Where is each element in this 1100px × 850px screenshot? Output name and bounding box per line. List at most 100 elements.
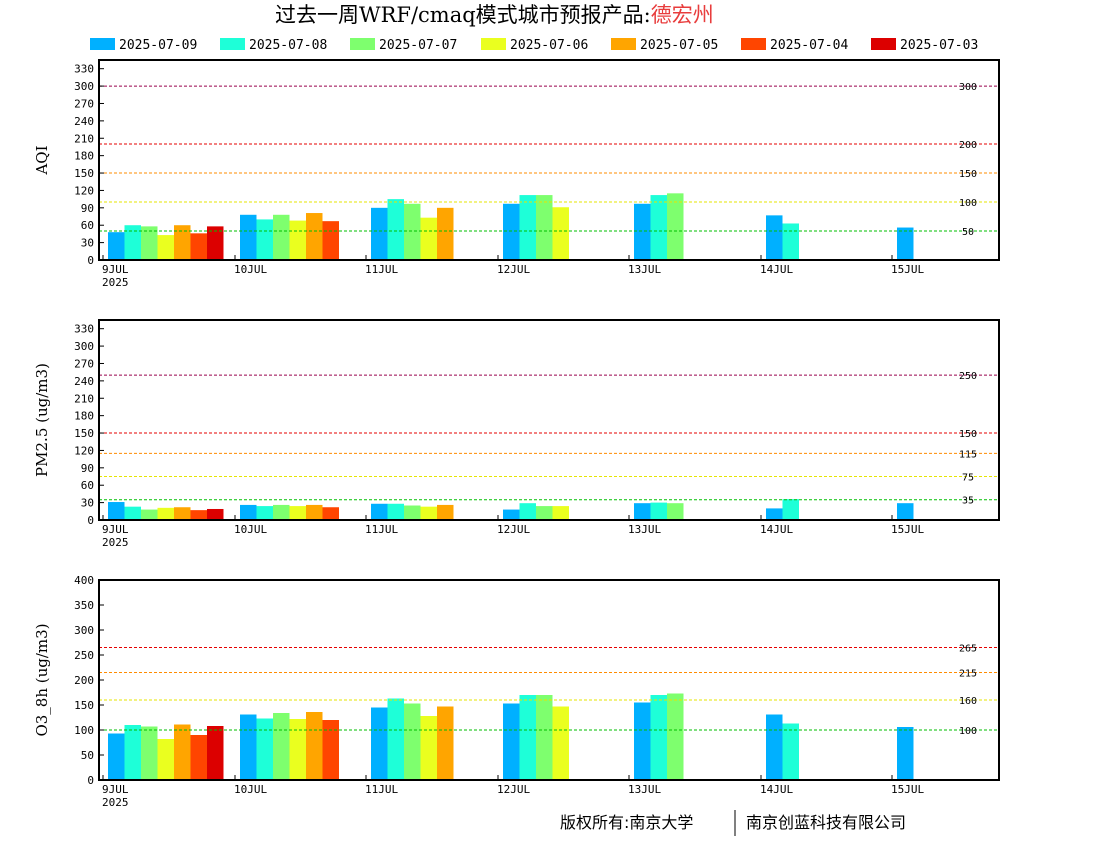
bar	[273, 713, 290, 780]
bar	[634, 503, 651, 520]
x-tick-label: 10JUL	[234, 783, 267, 796]
legend-swatch	[871, 38, 896, 50]
y-axis-label: O3_8h (ug/m3)	[33, 623, 51, 736]
bar	[519, 695, 536, 780]
x-tick-label: 12JUL	[497, 523, 530, 536]
bar	[503, 703, 520, 780]
bar	[437, 207, 454, 260]
y-tick-label: 210	[74, 392, 94, 405]
y-tick-label: 270	[74, 357, 94, 370]
legend-swatch	[350, 38, 375, 50]
bar	[190, 510, 207, 520]
y-tick-label: 300	[74, 80, 94, 93]
x-tick-label: 13JUL	[628, 263, 661, 276]
bar	[256, 506, 273, 520]
legend-swatch	[741, 38, 766, 50]
bar	[371, 503, 388, 520]
bar	[141, 726, 158, 780]
legend-label: 2025-07-03	[900, 38, 978, 53]
y-tick-label: 300	[74, 624, 94, 637]
bar	[108, 232, 125, 260]
y-tick-label: 350	[74, 599, 94, 612]
bar	[437, 504, 454, 520]
y-tick-label: 250	[74, 649, 94, 662]
bar	[190, 735, 207, 780]
bar	[536, 506, 553, 520]
bar	[650, 195, 667, 260]
bar	[552, 706, 569, 780]
legend-label: 2025-07-09	[119, 38, 197, 53]
x-year-label: 2025	[102, 796, 129, 809]
y-tick-label: 120	[74, 444, 94, 457]
y-tick-label: 180	[74, 150, 94, 163]
x-tick-label: 15JUL	[891, 783, 924, 796]
y-tick-label: 240	[74, 115, 94, 128]
bar	[174, 507, 191, 520]
bar	[322, 720, 339, 780]
footer-copyright-left: 版权所有:南京大学	[560, 813, 693, 832]
bar	[174, 225, 191, 260]
bar	[782, 223, 799, 260]
x-tick-label: 12JUL	[497, 783, 530, 796]
bar	[207, 508, 224, 520]
bar	[141, 226, 158, 260]
bar	[404, 505, 421, 520]
bar	[552, 506, 569, 520]
legend-label: 2025-07-07	[379, 38, 457, 53]
y-tick-label: 90	[81, 202, 94, 215]
bar	[420, 716, 437, 780]
bar	[256, 718, 273, 780]
x-tick-label: 9JUL	[102, 523, 129, 536]
bar	[289, 719, 306, 780]
bar	[371, 207, 388, 260]
x-tick-label: 10JUL	[234, 263, 267, 276]
y-tick-label: 270	[74, 97, 94, 110]
bar	[437, 706, 454, 780]
threshold-label: 115	[959, 449, 977, 460]
bar	[782, 723, 799, 780]
bar	[634, 702, 651, 780]
threshold-label: 150	[959, 169, 977, 180]
threshold-label: 75	[962, 473, 974, 484]
x-tick-label: 11JUL	[365, 783, 398, 796]
threshold-label: 35	[962, 496, 974, 507]
y-tick-label: 50	[81, 749, 94, 762]
bar	[536, 695, 553, 780]
y-tick-label: 180	[74, 410, 94, 423]
bar	[667, 693, 684, 780]
x-tick-label: 13JUL	[628, 783, 661, 796]
y-tick-label: 30	[81, 497, 94, 510]
bar	[897, 227, 914, 260]
legend-label: 2025-07-05	[640, 38, 718, 53]
plot-frame	[98, 59, 1000, 261]
y-tick-label: 210	[74, 132, 94, 145]
bar	[404, 203, 421, 260]
y-tick-label: 30	[81, 237, 94, 250]
chart-panel-3: 100 160 215 265 0 50 100 150 200 250 300 350 400 9JUL…	[33, 574, 1000, 809]
bar	[289, 506, 306, 520]
bar	[650, 695, 667, 780]
y-tick-label: 400	[74, 574, 94, 587]
x-tick-label: 11JUL	[365, 263, 398, 276]
y-tick-label: 60	[81, 219, 94, 232]
x-year-label: 2025	[102, 276, 129, 289]
x-year-label: 2025	[102, 536, 129, 549]
bar	[897, 503, 914, 520]
bar	[124, 506, 141, 520]
threshold-label: 160	[959, 696, 977, 707]
x-tick-label: 14JUL	[760, 263, 793, 276]
bar	[256, 219, 273, 260]
bar	[207, 726, 224, 780]
bar	[240, 714, 257, 780]
bar	[420, 217, 437, 260]
bar	[667, 503, 684, 520]
bar	[207, 226, 224, 260]
y-tick-label: 150	[74, 167, 94, 180]
threshold-label: 265	[959, 644, 977, 655]
chart-title-main: 过去一周WRF/cmaq模式城市预报产品:	[275, 3, 651, 27]
y-tick-label: 300	[74, 340, 94, 353]
bar	[766, 215, 783, 260]
footer: 版权所有:南京大学 南京创蓝科技有限公司	[560, 810, 906, 836]
bar	[157, 235, 174, 260]
